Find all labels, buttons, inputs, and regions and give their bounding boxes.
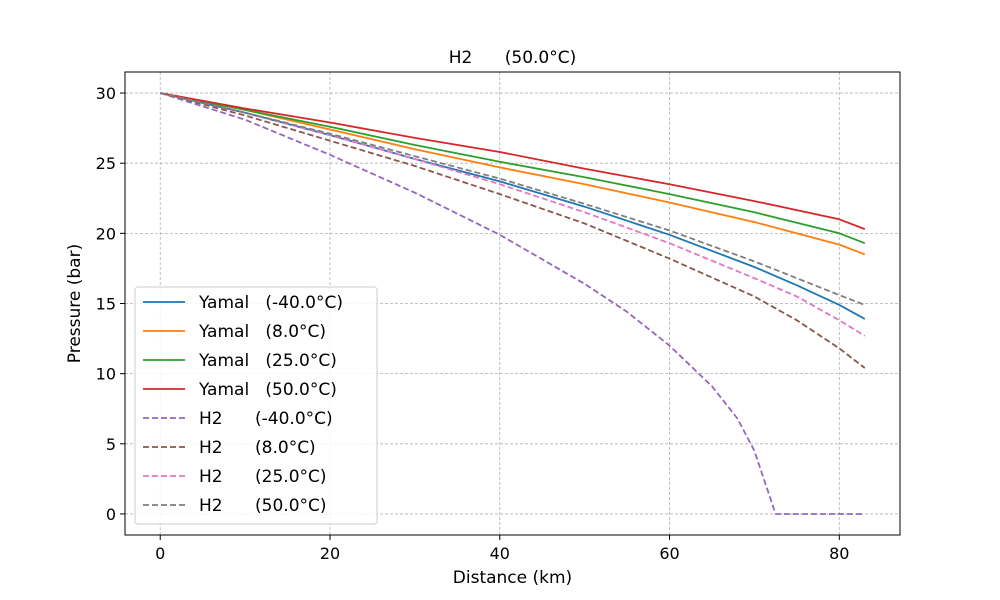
x-tick-label: 60: [659, 544, 679, 563]
x-tick-label: 20: [320, 544, 340, 563]
legend-entry: H2 (-40.0°C): [199, 409, 333, 429]
legend-box: [134, 286, 378, 525]
legend-entry: H2 (8.0°C): [199, 438, 316, 458]
y-tick-label: 30: [96, 84, 116, 103]
series-line: [159, 92, 866, 337]
legend-entry: Yamal (8.0°C): [198, 322, 326, 342]
series-line: [159, 92, 866, 369]
series-line: [159, 92, 865, 515]
legend-entry: Yamal (50.0°C): [198, 380, 337, 400]
y-axis-label: Pressure (bar): [65, 244, 85, 363]
series-line: [160, 92, 866, 230]
y-tick-label: 5: [106, 435, 116, 454]
legend: Yamal (-40.0°C) Yamal (8.0°C) Yamal (25.0°…: [134, 286, 378, 525]
legend-entry: Yamal (25.0°C): [198, 351, 337, 371]
y-tick-label: 20: [96, 224, 116, 243]
y-tick-label: 10: [96, 365, 116, 384]
x-tick-label: 0: [155, 544, 165, 563]
plot-series: [159, 92, 866, 515]
y-tick-label: 25: [96, 154, 116, 173]
y-tick-label: 15: [96, 295, 116, 314]
chart-title: H2 (50.0°C): [449, 48, 577, 68]
axis-ticks: 0 20 40 60 80 0 5 10 15 20 25 30: [96, 84, 850, 563]
series-line: [160, 92, 866, 256]
x-tick-label: 80: [829, 544, 849, 563]
y-tick-label: 0: [106, 505, 116, 524]
series-line: [160, 92, 866, 245]
legend-entry: Yamal (-40.0°C): [198, 293, 343, 313]
series-line: [159, 92, 866, 306]
legend-entry: H2 (50.0°C): [199, 496, 327, 516]
x-axis-label: Distance (km): [453, 568, 572, 588]
x-tick-label: 40: [490, 544, 510, 563]
legend-entry: H2 (25.0°C): [199, 467, 327, 487]
